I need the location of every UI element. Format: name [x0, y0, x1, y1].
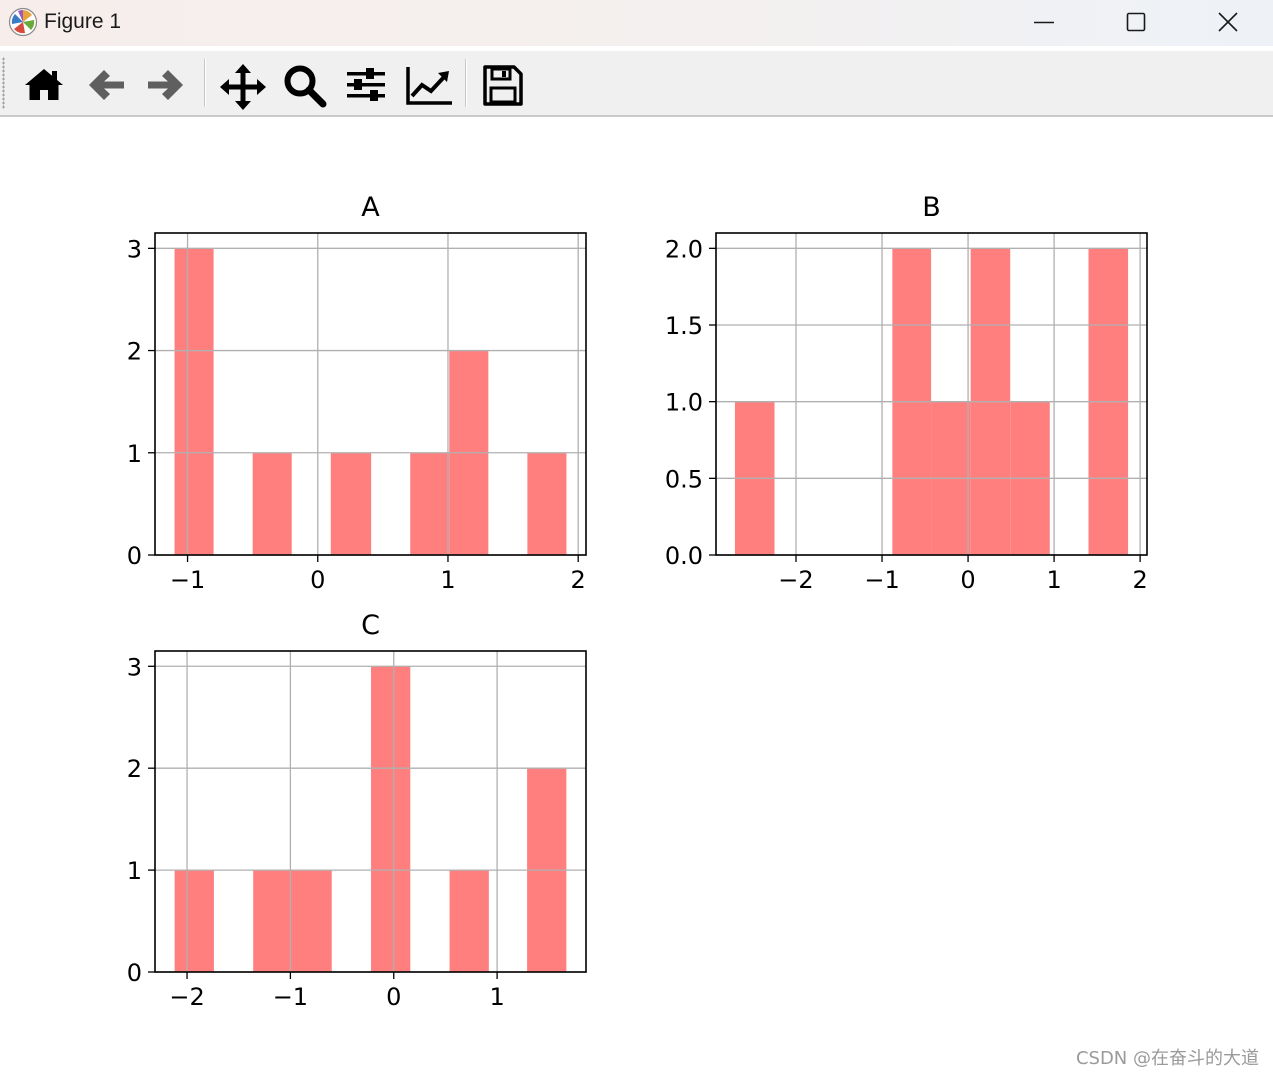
toolbar-separator [465, 59, 467, 107]
x-tick-label: −2 [169, 983, 204, 1011]
watermark: CSDN @在奋斗的大道 [1075, 1048, 1259, 1069]
y-tick-label: 0.0 [665, 542, 703, 570]
y-tick-label: 1.5 [665, 312, 703, 340]
histogram-bar [174, 870, 214, 972]
y-tick-label: 3 [127, 235, 142, 263]
y-tick-label: 1 [127, 440, 142, 468]
navigation-toolbar [0, 51, 1273, 117]
x-tick-label: 0 [386, 983, 401, 1011]
axes-frame [715, 232, 1148, 556]
axes-frame [154, 232, 587, 556]
minimize-icon [1034, 21, 1054, 24]
subplots-button[interactable] [342, 61, 392, 109]
y-tick-label: 0 [127, 542, 142, 570]
close-icon [1218, 12, 1238, 32]
subplot-title: B [922, 192, 941, 223]
close-button[interactable] [1182, 0, 1273, 46]
subplot-title: C [361, 610, 380, 641]
y-tick-label: 1.0 [665, 389, 703, 417]
x-tick-label: 1 [1046, 566, 1061, 594]
forward-button[interactable] [142, 61, 192, 109]
histogram-bar [174, 248, 214, 556]
customize-button[interactable] [403, 61, 453, 109]
y-tick-label: 3 [127, 653, 142, 681]
toolbar-separator [204, 59, 206, 107]
x-tick-label: 0 [960, 566, 975, 594]
subplot-title: A [361, 192, 380, 223]
maximize-button[interactable] [1090, 0, 1182, 46]
histogram-bar [449, 870, 489, 972]
axes-frame [154, 650, 587, 973]
y-tick-label: 1 [127, 857, 142, 885]
maximize-icon [1126, 12, 1146, 32]
subplot-c: −2 −1 0 1 0 1 2 3 C [127, 610, 587, 1011]
pan-icon [220, 64, 266, 110]
y-tick-label: 2 [127, 338, 142, 366]
y-tick-label: 0 [127, 959, 142, 987]
home-icon [25, 69, 63, 100]
x-tick-label: 1 [489, 983, 504, 1011]
histogram-bar [410, 452, 450, 555]
back-arrow-icon [89, 70, 124, 100]
y-tick-label: 0.5 [665, 465, 703, 493]
forward-arrow-icon [148, 70, 183, 100]
x-tick-label: 0 [310, 566, 325, 594]
toolbar-grip[interactable] [2, 57, 5, 109]
save-icon [483, 65, 523, 106]
histogram-bar [330, 452, 372, 555]
x-tick-label: 2 [1132, 566, 1147, 594]
minimize-button[interactable] [998, 0, 1090, 46]
title-bar[interactable]: Figure 1 [0, 0, 1273, 46]
y-tick-label: 2.0 [665, 235, 703, 263]
back-button[interactable] [82, 61, 132, 109]
histogram-bar [253, 870, 293, 972]
x-tick-label: −1 [864, 566, 899, 594]
x-tick-label: 1 [440, 566, 455, 594]
histogram-bar [252, 452, 292, 555]
x-tick-label: −1 [273, 983, 308, 1011]
home-button[interactable] [20, 61, 70, 109]
figure-canvas[interactable]: −1 0 1 2 0 1 2 3 A −2 −1 0 1 2 0.0 0.5 1.0 1.5 2.0 B −2 −1 0 1 0… [0, 117, 1273, 1078]
y-tick-label: 2 [127, 755, 142, 783]
x-tick-label: −1 [170, 566, 205, 594]
histogram-bar [292, 870, 332, 972]
zoom-icon [284, 65, 327, 108]
histogram-figure[interactable]: −1 0 1 2 0 1 2 3 A −2 −1 0 1 2 0.0 0.5 1.0 1.5 2.0 B −2 −1 0 1 0… [0, 117, 1273, 1078]
save-button[interactable] [478, 61, 528, 109]
customize-icon [406, 67, 452, 105]
x-tick-label: 2 [571, 566, 586, 594]
histogram-bar [527, 452, 567, 555]
matplotlib-logo-icon [8, 7, 38, 37]
subplots-icon [347, 68, 385, 101]
pan-button[interactable] [217, 61, 267, 110]
subplot-a: −1 0 1 2 0 1 2 3 A [127, 192, 587, 594]
subplot-b: −2 −1 0 1 2 0.0 0.5 1.0 1.5 2.0 B [665, 192, 1148, 594]
x-tick-label: −2 [778, 566, 813, 594]
histogram-bar [371, 666, 411, 972]
zoom-button[interactable] [280, 61, 330, 109]
window-title: Figure 1 [44, 10, 122, 33]
